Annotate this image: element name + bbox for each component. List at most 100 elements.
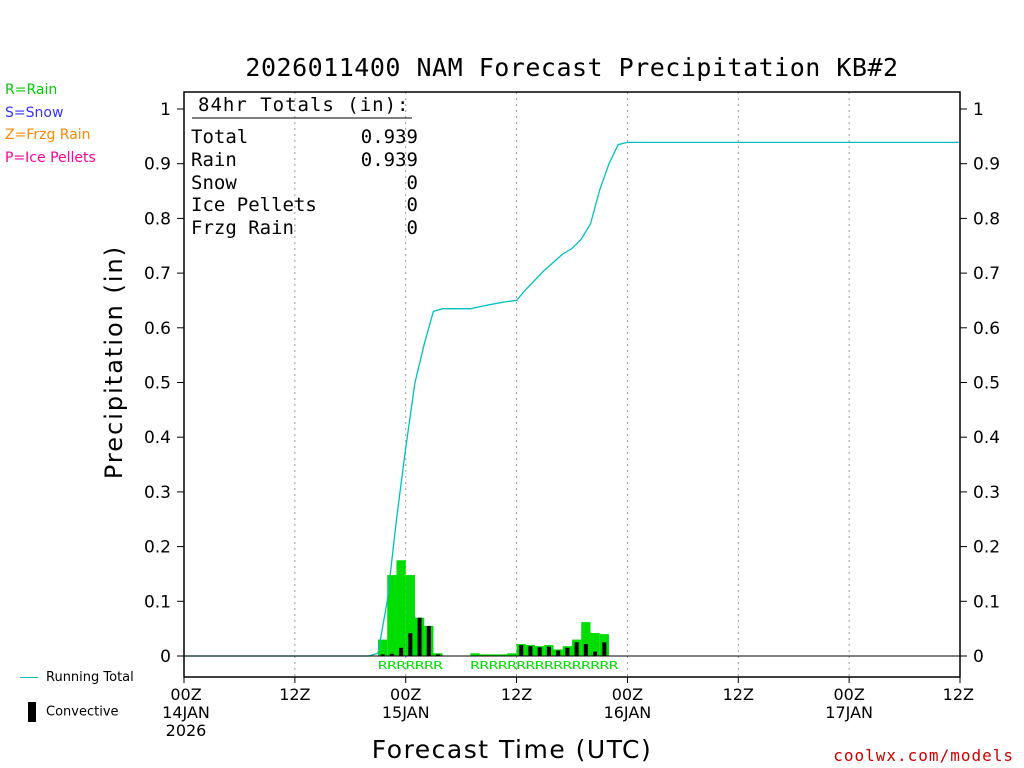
x-tick-label: 2026 xyxy=(166,721,207,740)
running-total-series xyxy=(184,141,960,657)
x-tick-label: 00Z xyxy=(612,685,643,704)
y-tick-label: 0.8 xyxy=(144,209,171,229)
precip-bar xyxy=(581,622,591,656)
y-tick-label: 0.7 xyxy=(144,264,171,284)
plot-frame xyxy=(183,91,961,678)
totals-row-value: 0 xyxy=(407,194,418,216)
legend-rain: R=Rain xyxy=(5,82,58,98)
y-tick-label: 0.4 xyxy=(973,428,1000,448)
convective-bar xyxy=(546,646,551,656)
totals-row-value: 0.939 xyxy=(361,126,418,148)
x-tick-label: 15JAN xyxy=(382,703,430,722)
y-tick-label: 1 xyxy=(973,100,984,120)
y-tick-label: 0.1 xyxy=(973,592,1000,612)
x-tick-label: 00Z xyxy=(833,685,864,704)
precip-bar xyxy=(470,653,480,656)
credit-text: coolwx.com/models xyxy=(833,746,1014,765)
convective-bar xyxy=(565,647,570,656)
axes xyxy=(177,91,967,683)
totals-row-label: Snow xyxy=(191,172,237,194)
convective-bar xyxy=(593,651,598,656)
y-tick-label: 0.2 xyxy=(144,538,171,558)
y-tick-labels: 0 00.1 0.10.2 0.20.3 0.30.4 0.40.5 0.50.6 0.60.… xyxy=(144,100,1000,667)
grid-lines xyxy=(294,92,850,677)
running-total-label: Running Total xyxy=(46,670,134,685)
x-tick-label: 12Z xyxy=(501,685,532,704)
convective-bar xyxy=(556,650,561,656)
precip-bar xyxy=(488,654,499,656)
convective-bar xyxy=(436,654,441,656)
precip-bar xyxy=(405,575,415,656)
y-tick-label: 0.3 xyxy=(144,483,171,503)
x-tick-label: 00Z xyxy=(390,685,421,704)
totals-row-label: Frzg Rain xyxy=(191,217,294,239)
convective-bar xyxy=(583,643,588,656)
x-axis-label: Forecast Time (UTC) xyxy=(372,735,652,764)
precip-type-code: RRRRRRR xyxy=(378,659,443,672)
running-total-line xyxy=(184,141,960,657)
y-tick-label: 0.8 xyxy=(973,209,1000,229)
precip-bar xyxy=(378,639,388,656)
convective-bar xyxy=(528,646,533,656)
convective-bar xyxy=(519,645,524,656)
legend-snow: S=Snow xyxy=(5,105,64,121)
precip-bar xyxy=(590,633,600,656)
precip-bar xyxy=(479,654,489,656)
y-tick-label: 0.7 xyxy=(973,264,1000,284)
precip-type-codes: RRRRRRR RRRRRRRRRRRRRRRR xyxy=(378,659,619,672)
convective-bar xyxy=(389,653,394,656)
totals-row-label: Total xyxy=(191,126,248,148)
y-tick-label: 0 xyxy=(973,647,984,667)
convective-bar xyxy=(399,647,404,656)
precip-bar xyxy=(387,575,397,656)
convective-legend: Convective xyxy=(20,702,119,722)
y-tick-label: 1 xyxy=(160,100,171,120)
x-tick-label: 12Z xyxy=(723,685,754,704)
convective-bar xyxy=(602,642,607,656)
y-tick-label: 0.3 xyxy=(973,483,1000,503)
convective-bar xyxy=(574,642,579,656)
totals-row-label: Ice Pellets xyxy=(191,194,317,216)
legend-ice-pellets: P=Ice Pellets xyxy=(5,150,96,166)
running-total-swatch xyxy=(20,677,38,678)
precip-bar xyxy=(498,654,508,656)
convective-bar xyxy=(417,617,422,656)
convective-bar xyxy=(408,633,413,656)
totals-row-value: 0 xyxy=(407,172,418,194)
totals-row-value: 0 xyxy=(407,217,418,239)
y-axis-label: Precipitation (in) xyxy=(100,245,128,479)
y-tick-label: 0.4 xyxy=(144,428,171,448)
precip-bars xyxy=(378,560,609,656)
x-tick-label: 12Z xyxy=(279,685,310,704)
x-tick-label: 12Z xyxy=(943,685,974,704)
y-tick-label: 0.2 xyxy=(973,538,1000,558)
y-tick-label: 0.9 xyxy=(973,155,1000,175)
y-tick-label: 0.6 xyxy=(144,319,171,339)
convective-bar xyxy=(537,647,542,656)
precip-bar xyxy=(396,560,406,656)
chart-title: 2026011400 NAM Forecast Precipitation KB… xyxy=(245,53,898,82)
running-total-legend: Running Total xyxy=(20,670,134,685)
y-tick-label: 0.6 xyxy=(973,319,1000,339)
totals-row-label: Rain xyxy=(191,149,237,171)
legend-frzg-rain: Z=Frzg Rain xyxy=(5,127,91,143)
y-tick-label: 0.5 xyxy=(973,374,1000,394)
convective-swatch xyxy=(28,702,36,722)
convective-bar xyxy=(426,625,431,656)
totals-row-value: 0.939 xyxy=(361,149,418,171)
convective-bar xyxy=(380,654,385,656)
x-tick-label: 00Z xyxy=(170,685,201,704)
precip-type-code: RRRRRRRRRRRRRRRR xyxy=(470,659,618,672)
y-tick-label: 0.9 xyxy=(144,155,171,175)
totals-title: 84hr Totals (in): xyxy=(198,94,409,116)
convective-bars xyxy=(380,617,607,656)
convective-label: Convective xyxy=(46,704,119,720)
y-tick-label: 0.5 xyxy=(144,374,171,394)
totals-box: 84hr Totals (in): Total 0.939 Rain 0.939… xyxy=(191,94,418,239)
x-tick-label: 14JAN xyxy=(162,703,210,722)
precip-bar xyxy=(507,653,517,656)
y-tick-label: 0 xyxy=(160,647,171,667)
y-tick-label: 0.1 xyxy=(144,592,171,612)
